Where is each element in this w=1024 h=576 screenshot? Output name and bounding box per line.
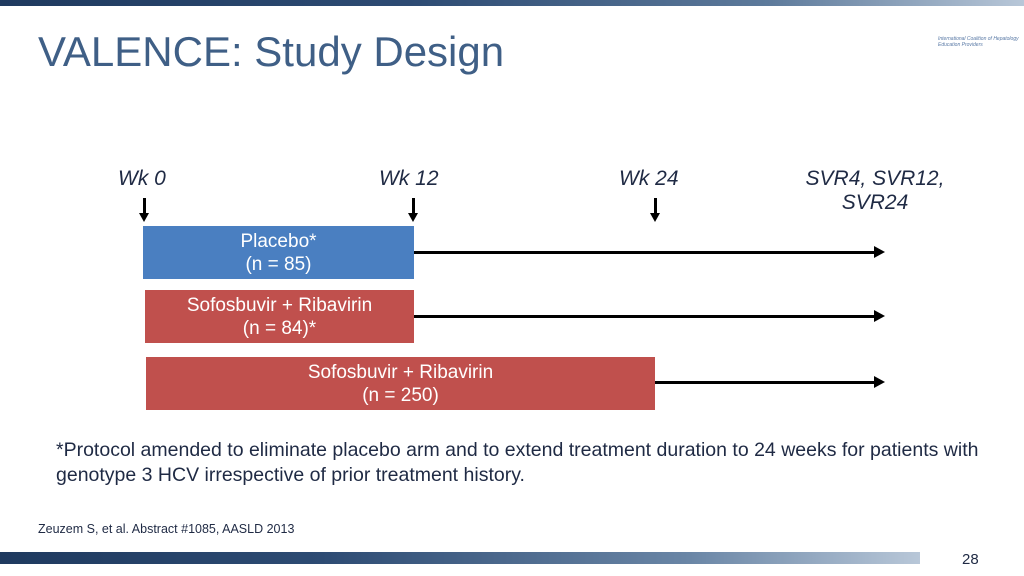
arm-name: Placebo*	[240, 230, 317, 252]
tick-arrow-wk12	[408, 198, 418, 222]
arm-arrow-placebo	[414, 246, 885, 257]
bottom-accent-band	[0, 552, 920, 564]
arm-n: (n = 250)	[362, 384, 439, 406]
citation: Zeuzem S, et al. Abstract #1085, AASLD 2…	[38, 522, 295, 536]
arm-box-sof-rbv-250: Sofosbuvir + Ribavirin (n = 250)	[146, 357, 655, 410]
arm-n: (n = 84)*	[242, 317, 317, 339]
week-label-wk12: Wk 12	[379, 167, 439, 190]
arm-n: (n = 85)	[245, 253, 312, 275]
tick-arrow-wk0	[139, 198, 149, 222]
week-label-wk24: Wk 24	[619, 167, 679, 190]
arm-arrow-sof-rbv-250	[655, 376, 885, 387]
arm-arrow-sof-rbv-84	[414, 310, 885, 321]
tick-arrow-wk24	[650, 198, 660, 222]
page-number: 28	[962, 551, 979, 568]
top-accent-band	[0, 0, 1024, 6]
arm-box-placebo: Placebo* (n = 85)	[143, 226, 414, 279]
week-label-svr: SVR4, SVR12, SVR24	[805, 167, 945, 214]
slide-title: VALENCE: Study Design	[38, 28, 505, 75]
arm-name: Sofosbuvir + Ribavirin	[307, 361, 494, 383]
arm-box-sof-rbv-84: Sofosbuvir + Ribavirin (n = 84)*	[145, 290, 414, 343]
week-label-wk0: Wk 0	[118, 167, 166, 190]
logo: International Coalition of Hepatology Ed…	[938, 36, 1019, 48]
footnote: *Protocol amended to eliminate placebo a…	[56, 439, 979, 486]
arm-name: Sofosbuvir + Ribavirin	[186, 294, 373, 316]
